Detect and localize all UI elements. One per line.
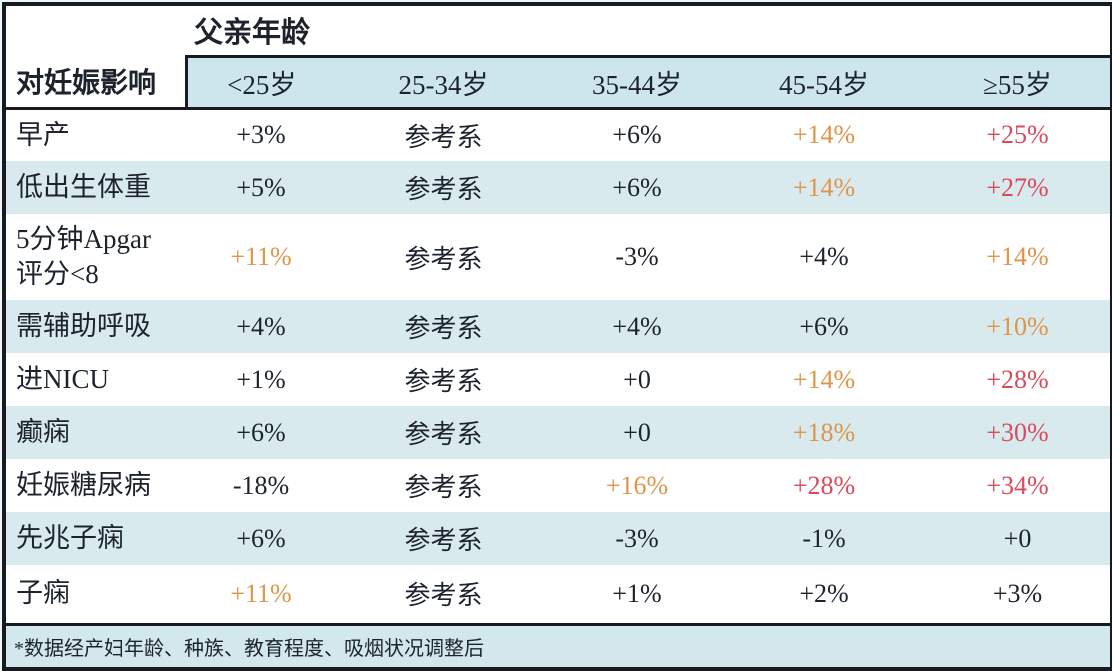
corner-spacer — [4, 4, 186, 56]
data-cell: +28% — [986, 364, 1049, 394]
data-cell: +0 — [623, 364, 651, 394]
table-row: 低出生体重 +5% 参考系 +6% +14% +27% — [4, 161, 1112, 214]
data-cell: 参考系 — [404, 175, 483, 204]
data-cell: +6% — [612, 120, 662, 150]
data-cell: +25% — [986, 120, 1049, 150]
footnote: *数据经产妇年龄、种族、教育程度、吸烟状况调整后 — [4, 622, 1112, 669]
data-cell: +6% — [236, 523, 286, 553]
table-row: 子痫 +11% 参考系 +1% +2% +3% — [4, 565, 1112, 624]
data-cell: +16% — [605, 470, 669, 500]
footnote-row: *数据经产妇年龄、种族、教育程度、吸烟状况调整后 — [4, 622, 1112, 669]
data-cell: +3% — [992, 578, 1043, 608]
data-cell: +6% — [236, 417, 286, 447]
column-header: 35-44岁 — [551, 56, 723, 108]
column-header: 25-34岁 — [336, 56, 551, 108]
data-cell: +1% — [236, 364, 286, 394]
data-cell: 参考系 — [404, 420, 483, 449]
group-header-row: 父亲年龄 — [4, 4, 1112, 58]
table-row: 进NICU +1% 参考系 +0 +14% +28% — [4, 353, 1112, 406]
table-row: 需辅助呼吸 +4% 参考系 +4% +6% +10% — [4, 300, 1112, 353]
data-cell: -3% — [615, 523, 659, 553]
data-cell: +0 — [623, 417, 651, 447]
data-cell: 参考系 — [404, 122, 483, 152]
data-cell: +14% — [792, 172, 856, 202]
data-cell: -1% — [802, 523, 846, 553]
row-label: 先兆子痫 — [16, 522, 124, 553]
data-cell: +11% — [230, 578, 292, 608]
data-cell: +4% — [612, 311, 662, 341]
column-header-row: 对妊娠影响 <25岁 25-34岁 35-44岁 45-54岁 ≥55岁 — [4, 56, 1112, 108]
data-cell: 参考系 — [404, 473, 483, 502]
row-label: 妊娠糖尿病 — [16, 469, 151, 500]
data-cell: +27% — [986, 172, 1049, 202]
row-label: 需辅助呼吸 — [16, 310, 151, 341]
data-cell: 参考系 — [404, 314, 483, 343]
data-cell: +11% — [230, 242, 292, 271]
data-cell: +5% — [236, 172, 286, 202]
row-header-title: 对妊娠影响 — [4, 56, 188, 108]
table-row: 早产 +3% 参考系 +6% +14% +25% — [4, 108, 1112, 161]
column-header: <25岁 — [186, 56, 336, 108]
table-row: 癫痫 +6% 参考系 +0 +18% +30% — [4, 406, 1112, 459]
row-label: 进NICU — [16, 363, 109, 394]
data-cell: +6% — [612, 172, 662, 202]
data-cell: +2% — [799, 578, 849, 608]
data-cell: 参考系 — [404, 581, 483, 611]
data-cell: +34% — [986, 470, 1049, 500]
row-label: 低出生体重 — [16, 171, 151, 202]
column-header: 45-54岁 — [723, 56, 925, 108]
data-cell: +10% — [986, 311, 1049, 341]
data-cell: +28% — [792, 470, 856, 500]
table-row: 先兆子痫 +6% 参考系 -3% -1% +0 — [4, 512, 1112, 565]
row-label: 5分钟Apgar 评分<8 — [16, 223, 151, 289]
data-cell: 参考系 — [404, 526, 483, 555]
column-header: ≥55岁 — [925, 56, 1112, 108]
table-row: 5分钟Apgar 评分<8 +11% 参考系 -3% +4% +14% — [4, 214, 1112, 300]
row-label: 癫痫 — [16, 416, 70, 447]
data-cell: 参考系 — [404, 367, 483, 396]
data-cell: +18% — [792, 417, 856, 447]
row-label: 子痫 — [16, 578, 70, 609]
group-header: 父亲年龄 — [186, 4, 1112, 58]
data-cell: +4% — [236, 311, 286, 341]
data-cell: +3% — [236, 120, 286, 150]
table-row: 妊娠糖尿病 -18% 参考系 +16% +28% +34% — [4, 459, 1112, 512]
data-cell: +14% — [986, 242, 1049, 271]
data-cell: 参考系 — [404, 244, 483, 274]
data-cell: +6% — [799, 311, 849, 341]
data-cell: -18% — [232, 470, 290, 500]
data-cell: +4% — [799, 242, 849, 271]
data-cell: +14% — [792, 364, 856, 394]
data-cell: +0 — [1003, 523, 1032, 553]
data-cell: +14% — [792, 120, 856, 150]
row-label: 早产 — [16, 119, 70, 150]
data-cell: +1% — [612, 578, 662, 608]
data-cell: +30% — [986, 417, 1049, 447]
data-cell: -3% — [615, 242, 659, 271]
